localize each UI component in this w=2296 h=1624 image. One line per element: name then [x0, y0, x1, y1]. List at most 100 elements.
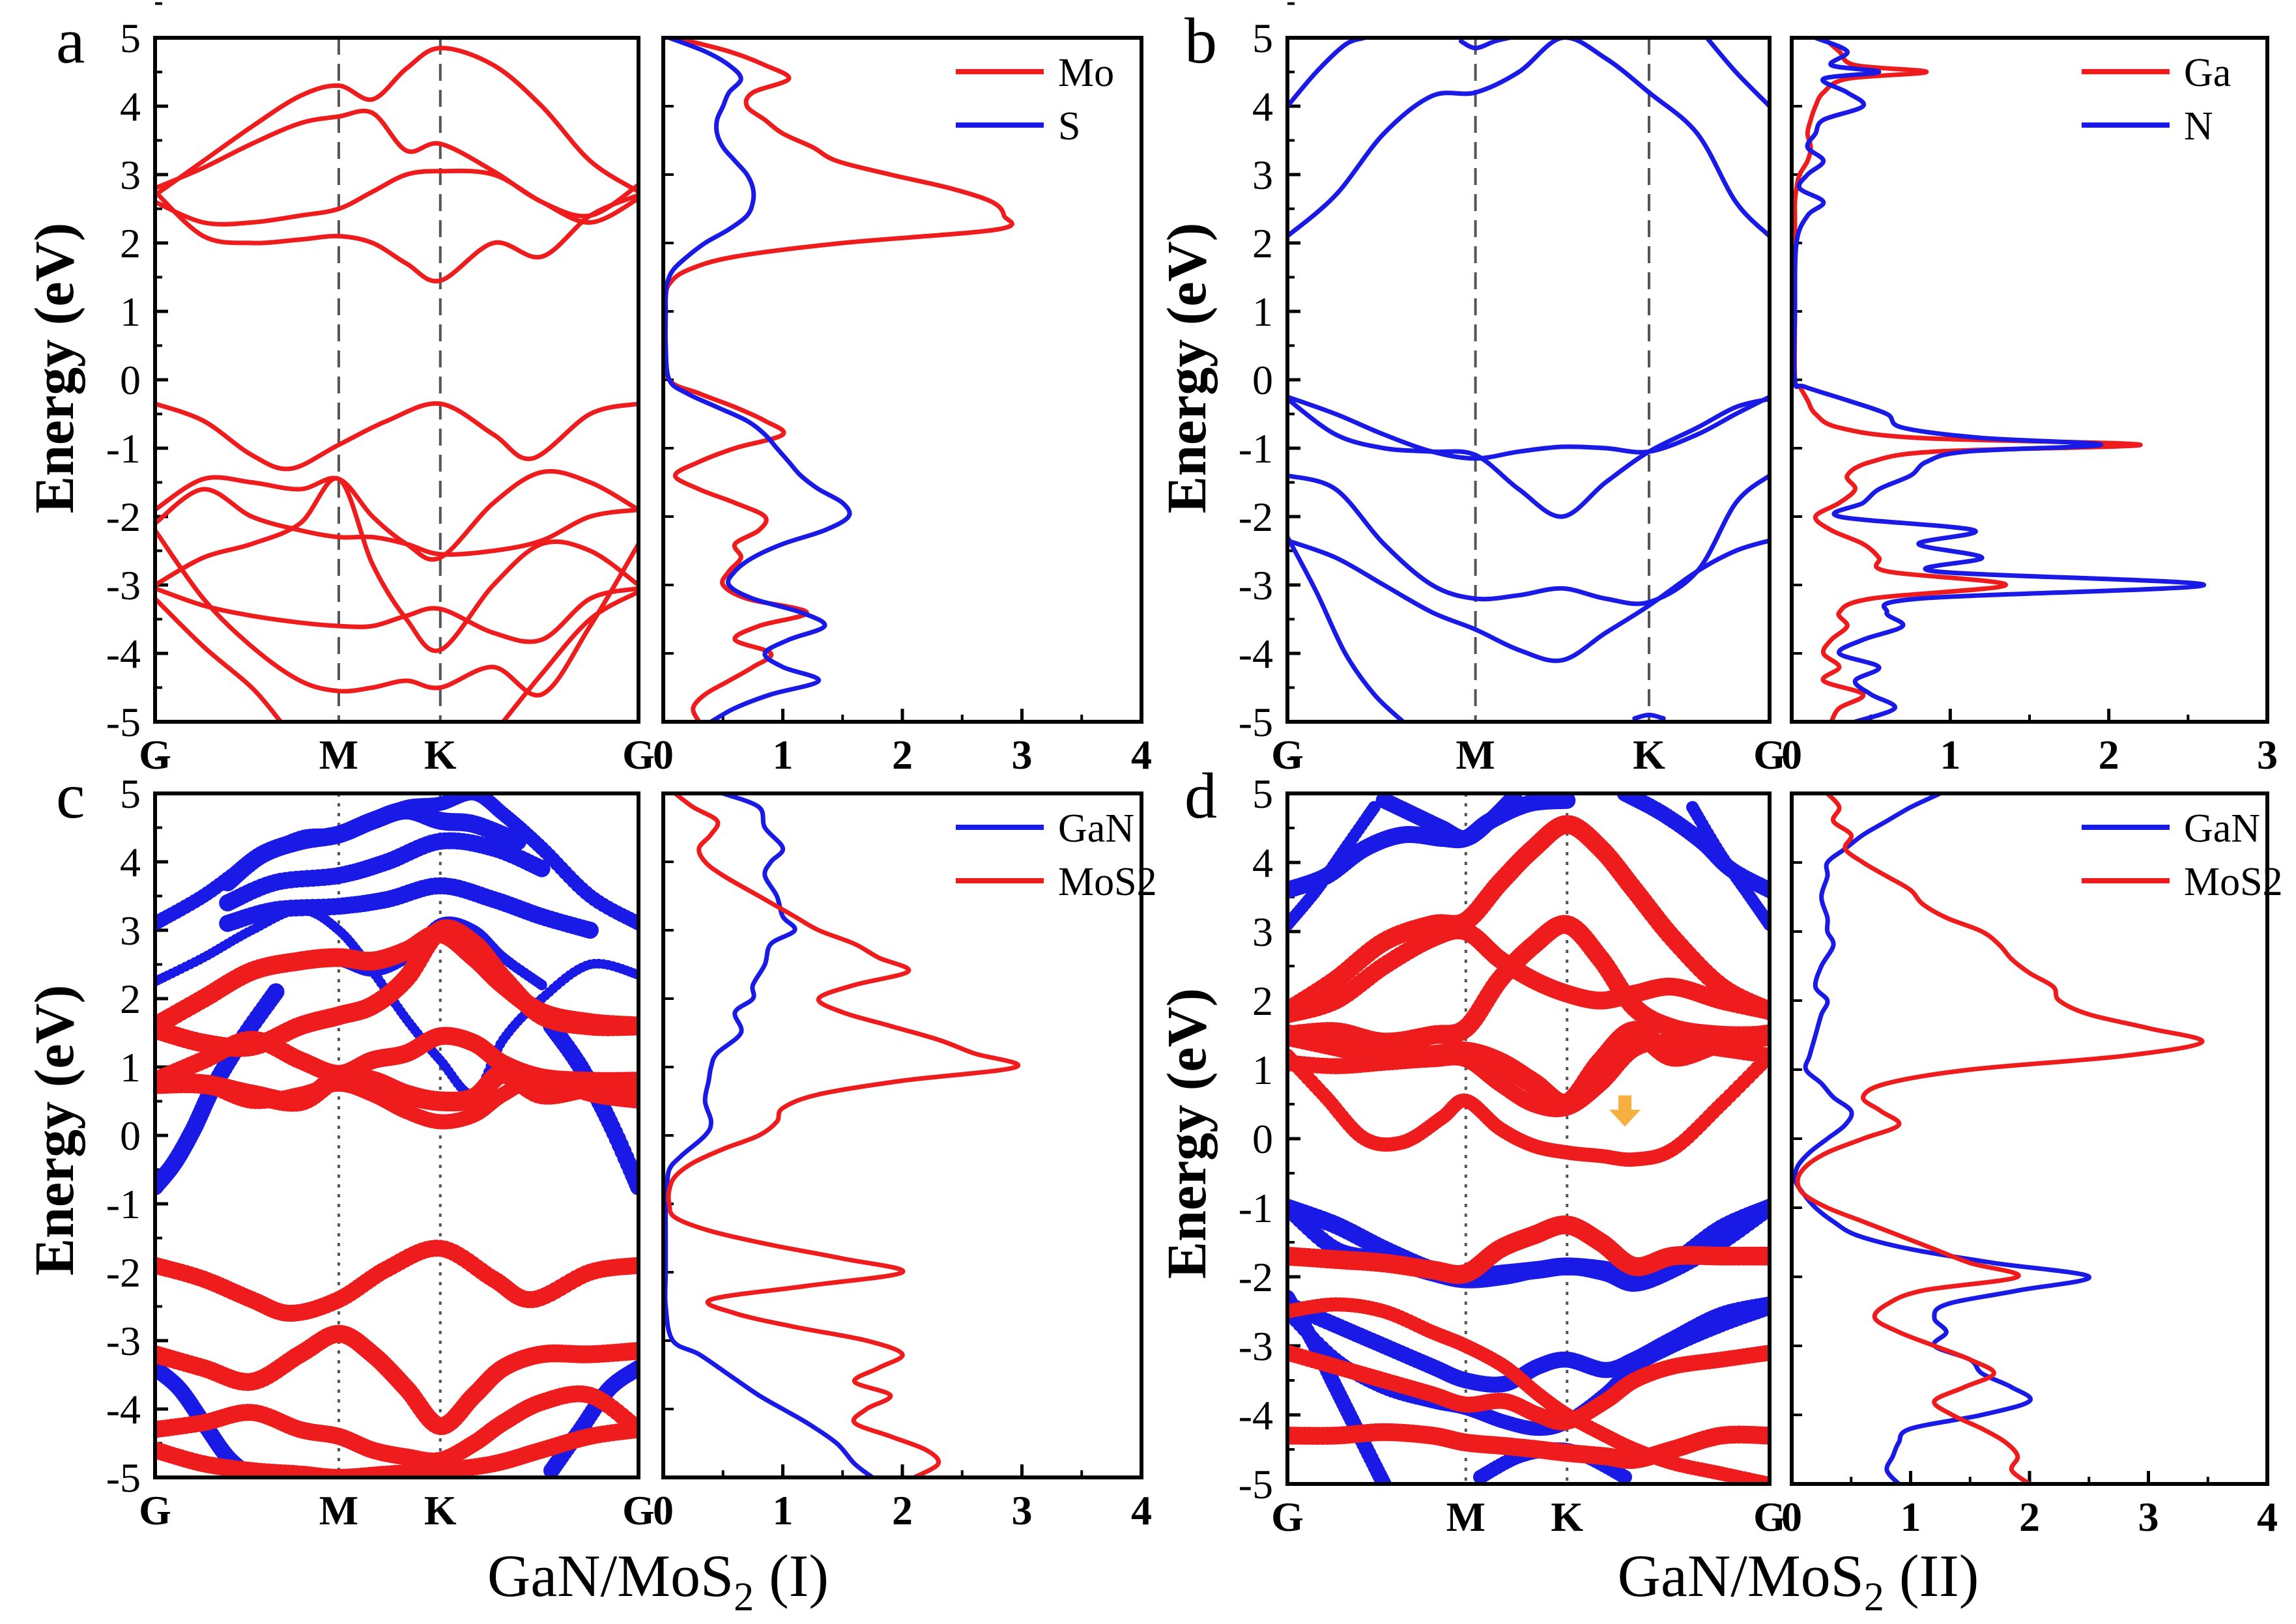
band-line-mo-11: [500, 590, 639, 722]
ytick-label: 3: [1252, 909, 1273, 955]
ytick-label: -5: [106, 699, 141, 745]
band-point: [629, 1421, 639, 1438]
kpoint-label-G: G: [622, 732, 655, 778]
kpoint-label-K: K: [1633, 732, 1665, 778]
ytick-label: -3: [1239, 1323, 1273, 1369]
band-line-gan-5: [1287, 396, 1770, 519]
band-point: [1758, 1024, 1770, 1046]
band-point: [1506, 793, 1523, 805]
band-line-mo-8: [155, 586, 639, 644]
legend: Ga N: [2082, 51, 2231, 149]
xtick-label: 1: [773, 1487, 794, 1533]
fat-band-gan-3: [219, 877, 599, 939]
xtick-label: 3: [2138, 1494, 2159, 1540]
dos-curve-mos2: [1795, 793, 2205, 1484]
ytick-label: 2: [120, 220, 141, 266]
kpoint-label-G: G: [1753, 1494, 1786, 1540]
fat-band-gan-4: [1686, 801, 1770, 931]
ytick-label: 5: [1252, 15, 1273, 61]
ytick-label: 3: [120, 152, 141, 198]
ytick-label: -3: [106, 562, 141, 608]
ytick-label: -4: [1239, 1392, 1273, 1438]
ytick-label: -3: [1239, 562, 1273, 608]
xtick-label: 2: [892, 732, 913, 778]
band-frame: [1285, 36, 1772, 724]
band-point: [1760, 1246, 1770, 1266]
band-point: [629, 1016, 639, 1036]
band-point: [1761, 882, 1770, 898]
band-point: [629, 1342, 639, 1360]
xtick-label: 2: [892, 1487, 913, 1533]
ytick-label: 4: [120, 839, 141, 885]
band-line-gan-0: [1287, 38, 1770, 238]
ytick-label: -5: [1239, 1461, 1273, 1507]
xtick-label: 2: [2099, 732, 2119, 778]
kpoint-label-G: G: [139, 732, 171, 778]
dos-curves: [1792, 38, 2207, 722]
band-point: [536, 979, 547, 991]
band-point: [1761, 1345, 1770, 1361]
highlight-arrow: [1609, 1095, 1641, 1127]
panel-letter-b: b: [1184, 5, 1217, 77]
band-line-gan-7: [1287, 538, 1770, 663]
band-line-gan-9: [1632, 712, 1666, 721]
legend-label-n: N: [2184, 104, 2213, 149]
band-line-mo-5: [155, 469, 639, 562]
legend-label-ga: Ga: [2184, 51, 2231, 95]
kpoint-label-M: M: [1446, 1494, 1485, 1540]
bands: [1287, 793, 1770, 1484]
dos-frame: [1790, 791, 2269, 1486]
dos-curve-mos2: [666, 793, 1020, 1477]
xtick-label: 0: [653, 732, 674, 778]
band-line-mo-1: [155, 108, 639, 219]
panel-letter-a: a: [56, 5, 85, 77]
ytick-label: 0: [1252, 357, 1273, 403]
panel-letter-c: c: [56, 760, 85, 832]
band-line-mo-7: [155, 476, 639, 653]
panel-c-ylabel: Energy (eV): [23, 985, 85, 1276]
kpoint-label-M: M: [1456, 732, 1495, 778]
xtick-label: 3: [2257, 732, 2278, 778]
fat-band-mos2-15: [155, 1240, 639, 1322]
ytick-label: -5: [1239, 699, 1273, 745]
ytick-label: 2: [1252, 978, 1273, 1024]
dos-curves: [663, 38, 1014, 722]
kpoint-label-G: G: [1753, 732, 1786, 778]
dos-curves: [1792, 793, 2205, 1484]
xtick-label: 4: [2257, 1494, 2278, 1540]
bands: [155, 793, 639, 1477]
band-point: [630, 1360, 639, 1376]
band-point: [533, 860, 551, 877]
kpoint-label-G: G: [1271, 1494, 1304, 1540]
kpoint-label-G: G: [1271, 732, 1304, 778]
ytick-label: 4: [120, 83, 141, 130]
band-line-mo-10: [155, 596, 283, 722]
ytick-label: -4: [106, 631, 141, 677]
fat-band-gan-1: [1375, 793, 1523, 847]
band-line-gan-1: [1287, 38, 1367, 109]
ytick-label: -5: [106, 1455, 141, 1501]
legend-label-mo: Mo: [1058, 51, 1114, 95]
panel-a-ylabel: Energy (eV): [23, 223, 85, 514]
band-point: [1760, 1002, 1770, 1020]
dos-frame: [661, 791, 1143, 1479]
ytick-label: 0: [1252, 1116, 1273, 1162]
ytick-label: 0: [120, 357, 141, 403]
band-line-gan-8: [1287, 535, 1406, 722]
dos-curves: [663, 793, 1020, 1477]
dos-curve-s: [663, 38, 852, 722]
band-frame: [1285, 791, 1772, 1486]
band-line-mo-3: [155, 189, 639, 284]
ytick-label: -1: [1239, 425, 1273, 472]
band-frame: [153, 36, 640, 724]
xtick-label: 4: [1131, 1487, 1152, 1533]
